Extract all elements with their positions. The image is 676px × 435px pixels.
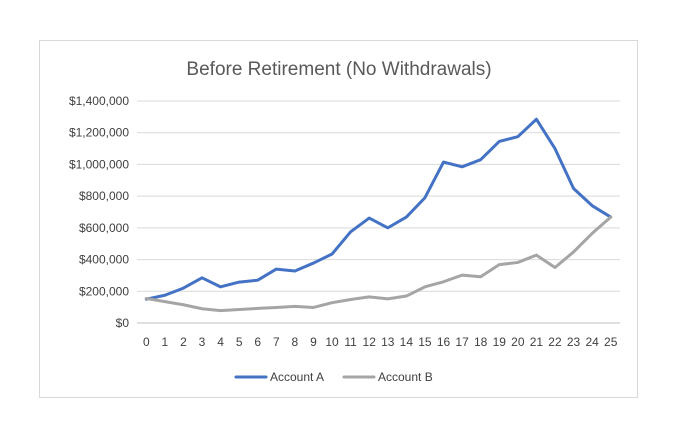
series-line-account-a	[144, 117, 613, 301]
x-tick-label: 3	[199, 335, 206, 349]
chart-frame: Before Retirement (No Withdrawals) $0 $20…	[39, 40, 638, 398]
x-tick-label: 10	[325, 335, 339, 349]
y-tick-label: $400,000	[79, 253, 129, 267]
x-tick-label: 18	[474, 335, 488, 349]
x-tick-label: 2	[180, 335, 187, 349]
x-tick-label: 6	[254, 335, 261, 349]
gridlines	[137, 100, 620, 324]
y-tick-label: $800,000	[79, 189, 129, 203]
x-tick-label: 12	[363, 335, 377, 349]
x-tick-label: 20	[511, 335, 525, 349]
x-tick-label: 15	[418, 335, 432, 349]
y-tick-label: $200,000	[79, 284, 129, 298]
y-tick-label: $600,000	[79, 221, 129, 235]
x-tick-label: 4	[217, 335, 224, 349]
x-axis: 0 1 2 3 4 5 6 7 8 9 10 11 12 13 14 15 16 17 18 19 20 21 22 23 24…	[143, 335, 618, 349]
y-tick-label: $1,000,000	[69, 157, 129, 171]
x-tick-label: 5	[236, 335, 243, 349]
x-tick-label: 8	[292, 335, 299, 349]
chart-title: Before Retirement (No Withdrawals)	[186, 59, 491, 80]
legend: Account A Account B	[234, 370, 433, 384]
x-tick-label: 19	[493, 335, 507, 349]
x-tick-label: 11	[344, 335, 357, 349]
x-tick-label: 7	[273, 335, 280, 349]
x-tick-label: 24	[585, 335, 599, 349]
x-tick-label: 0	[143, 335, 150, 349]
legend-label: Account A	[270, 370, 324, 384]
x-tick-label: 1	[162, 335, 169, 349]
x-tick-label: 9	[310, 335, 317, 349]
x-tick-label: 21	[530, 335, 544, 349]
legend-label: Account B	[378, 370, 433, 384]
x-tick-label: 13	[381, 335, 395, 349]
y-tick-label: $1,200,000	[69, 126, 129, 140]
x-tick-label: 23	[567, 335, 581, 349]
x-tick-label: 22	[548, 335, 562, 349]
y-tick-label: $0	[116, 316, 130, 330]
x-tick-label: 14	[400, 335, 414, 349]
series-lines	[144, 117, 613, 313]
x-tick-label: 25	[604, 335, 618, 349]
y-axis: $0 $200,000 $400,000 $600,000 $800,000 $1,000…	[69, 94, 129, 330]
line-chart: Before Retirement (No Withdrawals) $0 $20…	[69, 59, 620, 384]
series-line-account-b	[144, 215, 613, 313]
x-tick-label: 17	[455, 335, 469, 349]
y-tick-label: $1,400,000	[69, 94, 129, 108]
x-tick-label: 16	[437, 335, 451, 349]
